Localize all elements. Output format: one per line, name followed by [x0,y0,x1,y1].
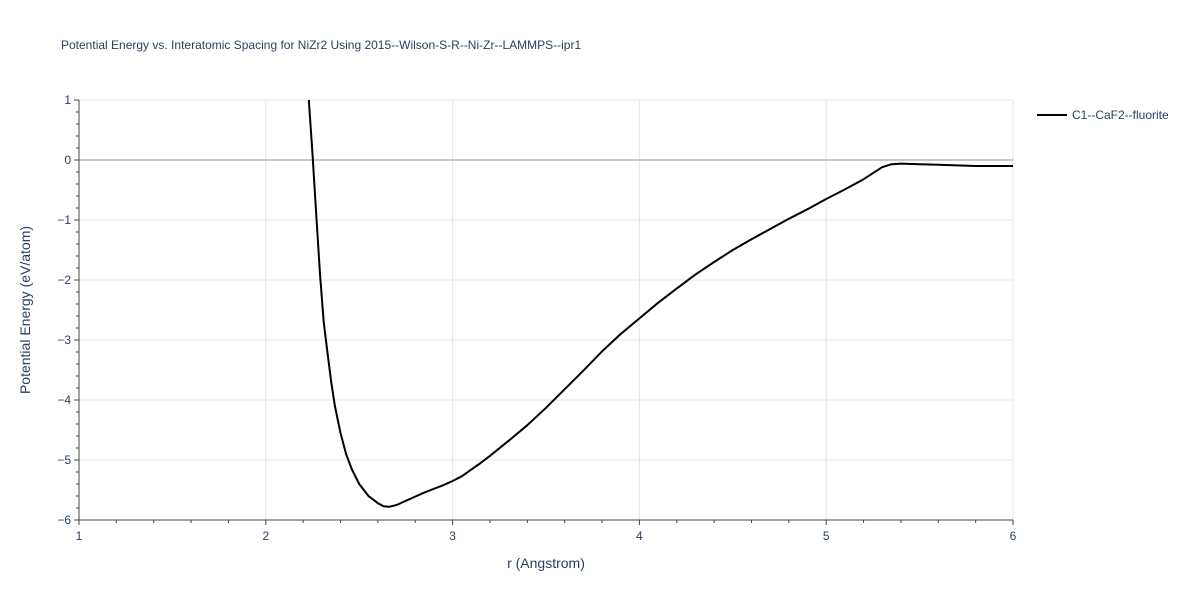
x-tick-label: 3 [449,529,456,543]
y-tick-label: −5 [57,453,71,467]
legend-item-label: C1--CaF2--fluorite [1072,108,1169,122]
y-tick-label: −6 [57,513,71,527]
chart-title: Potential Energy vs. Interatomic Spacing… [61,38,582,52]
x-tick-label: 1 [76,529,83,543]
x-tick-label: 4 [636,529,643,543]
x-tick-label: 2 [262,529,269,543]
y-tick-label: −4 [57,393,71,407]
y-axis-title: Potential Energy (eV/atom) [17,226,33,394]
grid [79,99,1014,520]
x-axis-title: r (Angstrom) [507,555,585,571]
axes [74,99,1014,525]
legend[interactable]: C1--CaF2--fluorite [1037,108,1169,122]
y-tick-label: 1 [64,93,71,107]
y-tick-label: −2 [57,273,71,287]
y-tick-label: −3 [57,333,71,347]
series-layer [307,99,1013,508]
series-line [307,99,1013,508]
y-tick-label: −1 [57,213,71,227]
x-tick-label: 5 [823,529,830,543]
x-tick-label: 6 [1010,529,1017,543]
y-tick-label: 0 [64,153,71,167]
tick-labels: 1 2 3 4 5 6 −6 −5 −4 −3 −2 −1 0 1 [57,93,1016,543]
